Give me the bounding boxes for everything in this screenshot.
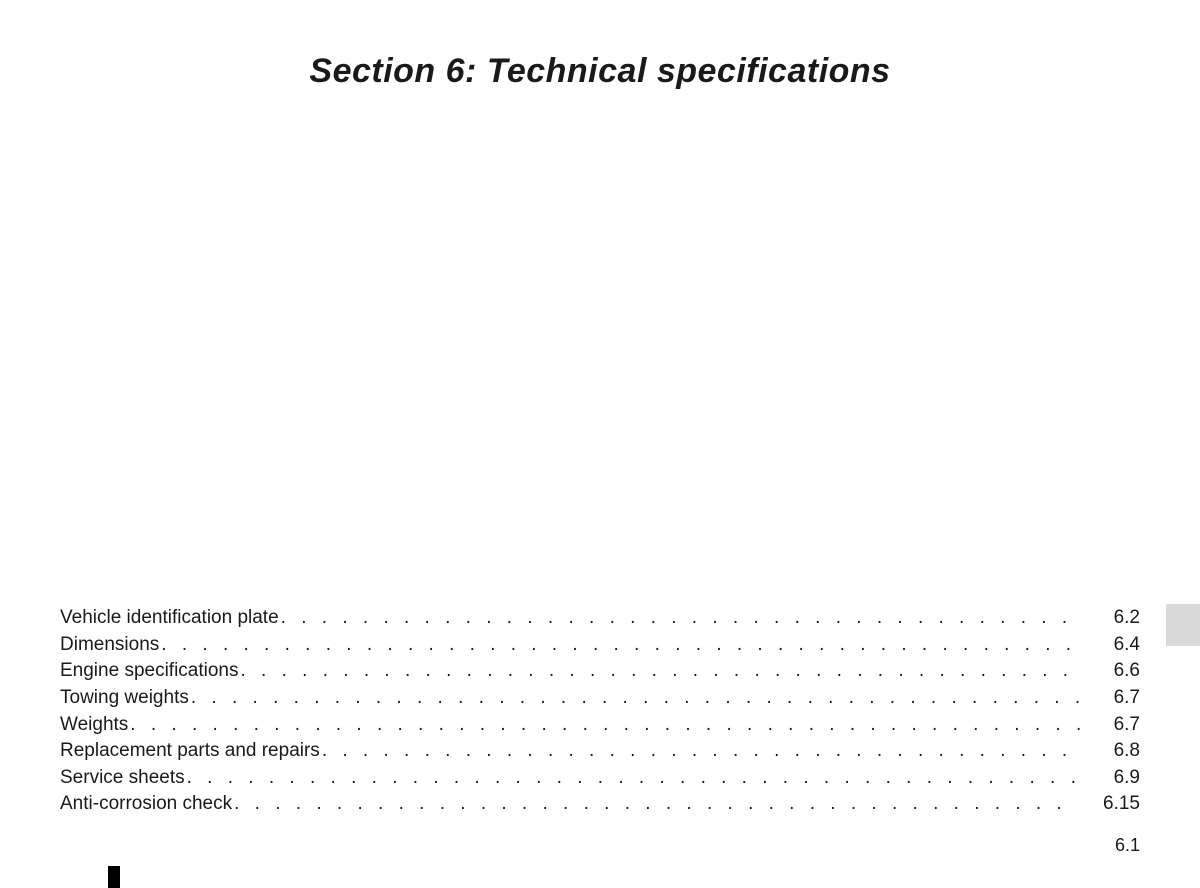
toc-entry: Dimensions 6.4 (60, 632, 1140, 659)
toc-leader-dots (322, 738, 1080, 765)
toc-entry: Engine specifications 6.6 (60, 658, 1140, 685)
document-page: Section 6: Technical specifications Vehi… (0, 0, 1200, 888)
toc-label: Engine specifications (60, 658, 239, 685)
toc-label: Vehicle identification plate (60, 605, 279, 632)
toc-entry: Replacement parts and repairs 6.8 (60, 738, 1140, 765)
toc-entry: Vehicle identification plate 6.2 (60, 605, 1140, 632)
footer-mark (108, 866, 120, 888)
toc-entry: Towing weights 6.7 (60, 685, 1140, 712)
toc-page-ref: 6.7 (1086, 712, 1140, 739)
toc-leader-dots (191, 685, 1080, 712)
toc-leader-dots (281, 605, 1080, 632)
toc-page-ref: 6.8 (1086, 738, 1140, 765)
page-number: 6.1 (1115, 835, 1140, 856)
table-of-contents: Vehicle identification plate 6.2 Dimensi… (60, 605, 1140, 818)
toc-label: Replacement parts and repairs (60, 738, 320, 765)
section-thumb-tab (1166, 604, 1200, 646)
toc-label: Dimensions (60, 632, 159, 659)
toc-page-ref: 6.15 (1083, 791, 1140, 818)
toc-label: Weights (60, 712, 128, 739)
toc-page-ref: 6.6 (1086, 658, 1140, 685)
toc-label: Towing weights (60, 685, 189, 712)
toc-entry: Weights 6.7 (60, 712, 1140, 739)
toc-entry: Service sheets 6.9 (60, 765, 1140, 792)
toc-page-ref: 6.4 (1086, 632, 1140, 659)
toc-page-ref: 6.2 (1086, 605, 1140, 632)
toc-label: Service sheets (60, 765, 185, 792)
toc-entry: Anti-corrosion check 6.15 (60, 791, 1140, 818)
toc-leader-dots (161, 632, 1080, 659)
section-title: Section 6: Technical specifications (60, 52, 1140, 91)
toc-leader-dots (241, 658, 1081, 685)
toc-leader-dots (187, 765, 1080, 792)
toc-page-ref: 6.7 (1086, 685, 1140, 712)
toc-leader-dots (234, 791, 1077, 818)
toc-label: Anti-corrosion check (60, 791, 232, 818)
toc-page-ref: 6.9 (1086, 765, 1140, 792)
toc-leader-dots (130, 712, 1080, 739)
